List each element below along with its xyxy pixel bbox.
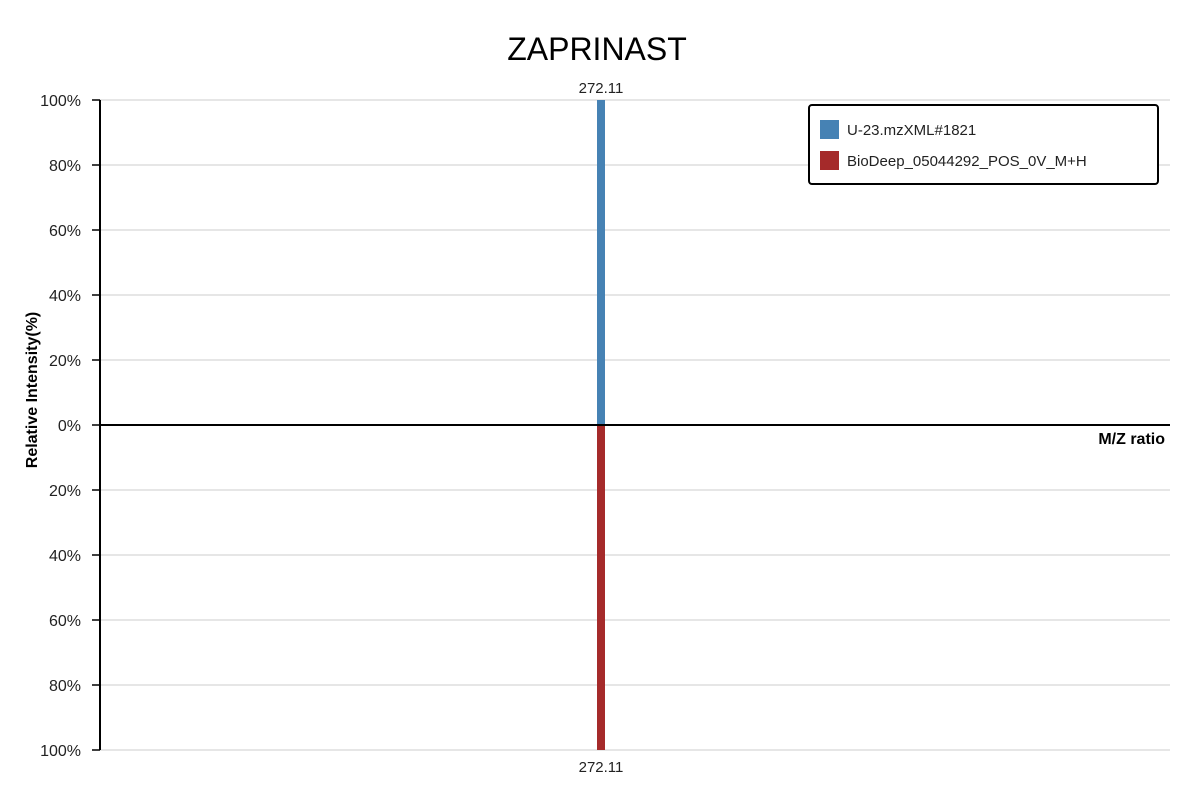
legend-box <box>808 104 1159 185</box>
y-tick-label: 60% <box>49 613 81 630</box>
y-tick-label: 40% <box>49 288 81 305</box>
y-tick-label: 100% <box>40 93 81 110</box>
x-axis-title: M/Z ratio <box>1098 431 1165 448</box>
y-tick-label: 60% <box>49 223 81 240</box>
legend-label-1: U-23.mzXML#1821 <box>847 122 976 139</box>
y-tick-label: 20% <box>49 353 81 370</box>
y-axis-title: Relative Intensity(%) <box>24 312 41 468</box>
peak-label-2: 272.11 <box>579 759 624 776</box>
legend-swatch-2 <box>820 151 839 170</box>
legend-swatch-1 <box>820 120 839 139</box>
peak-label-1: 272.11 <box>579 80 624 97</box>
y-tick-label: 80% <box>49 158 81 175</box>
peak-bar-1 <box>597 100 605 425</box>
y-axis: 100% 80% 60% 40% 20% 0% 20% 40% 60% 80% 100% <box>40 93 101 760</box>
y-tick-label: 80% <box>49 678 81 695</box>
y-tick-label: 100% <box>40 743 81 760</box>
y-tick-label: 40% <box>49 548 81 565</box>
legend: U-23.mzXML#1821 BioDeep_05044292_POS_0V_M… <box>808 104 1159 185</box>
legend-label-2: BioDeep_05044292_POS_0V_M+H <box>847 153 1087 170</box>
grid-lines <box>100 99 1170 751</box>
y-tick-label: 20% <box>49 483 81 500</box>
peak-bars: 272.11 272.11 <box>579 80 624 776</box>
y-tick-label: 0% <box>58 418 81 435</box>
peak-bar-2 <box>597 425 605 750</box>
chart-title: ZAPRINAST <box>507 31 687 67</box>
